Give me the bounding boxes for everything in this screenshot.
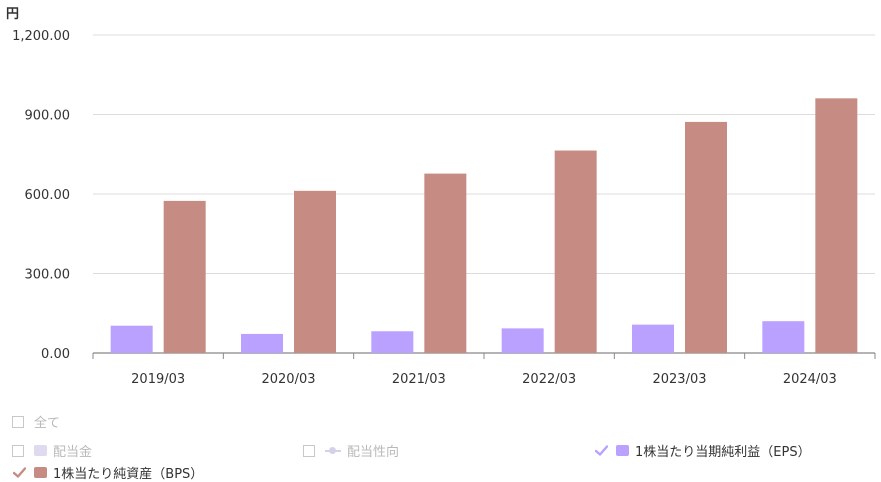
eps-bar[interactable] <box>371 331 414 353</box>
legend-all-toggle[interactable]: 全て <box>12 412 60 431</box>
eps-bar[interactable] <box>632 324 674 353</box>
y-tick-label: 300.00 <box>25 268 71 283</box>
x-tick-label: 2024/03 <box>783 372 837 387</box>
x-tick-label: 2023/03 <box>652 372 706 387</box>
bps-bar[interactable] <box>815 98 858 354</box>
eps-label: 1株当たり当期純利益（EPS） <box>635 445 811 460</box>
bps-bar[interactable] <box>424 173 467 353</box>
y-tick-label: 0.00 <box>41 347 70 362</box>
payout-ratio-label: 配当性向 <box>347 445 400 460</box>
x-tick-label: 2022/03 <box>522 372 576 387</box>
x-tick-label: 2020/03 <box>261 372 315 387</box>
y-tick-label: 900.00 <box>25 109 71 124</box>
eps-bar[interactable] <box>241 333 283 353</box>
bps-bar[interactable] <box>294 190 336 353</box>
y-tick-label: 600.00 <box>25 188 71 203</box>
all-checkbox[interactable] <box>12 415 24 428</box>
x-tick-label: 2019/03 <box>131 372 185 387</box>
bps-label: 1株当たり純資産（BPS） <box>53 467 204 482</box>
dividend-swatch <box>34 445 47 456</box>
legend-item-dividend[interactable]: 配当金 <box>12 441 92 460</box>
all-label: 全て <box>34 416 61 431</box>
dividend-checkbox[interactable] <box>12 444 24 457</box>
bar-chart: 円 0.00 300.00 600.00 900.00 1,200.00 2019/03… <box>6 7 876 387</box>
payout-ratio-swatch <box>325 445 341 456</box>
check-icon[interactable] <box>12 467 26 478</box>
check-icon[interactable] <box>594 445 608 456</box>
eps-bar[interactable] <box>501 328 544 353</box>
legend-item-bps[interactable]: 1株当たり純資産（BPS） <box>12 463 203 482</box>
eps-bar[interactable] <box>762 321 805 353</box>
legend-item-eps[interactable]: 1株当たり当期純利益（EPS） <box>594 441 811 460</box>
dividend-label: 配当金 <box>53 445 93 460</box>
x-tick-label: 2021/03 <box>392 372 446 387</box>
payout-ratio-checkbox[interactable] <box>303 444 315 457</box>
eps-swatch <box>616 445 629 456</box>
y-axis-unit-label: 円 <box>6 7 19 22</box>
y-tick-label: 1,200.00 <box>12 29 70 44</box>
bps-bar[interactable] <box>554 150 597 353</box>
bps-bar[interactable] <box>163 200 206 353</box>
eps-bar[interactable] <box>110 325 153 353</box>
legend-item-payout-ratio[interactable]: 配当性向 <box>303 441 399 460</box>
bps-bar[interactable] <box>685 121 727 353</box>
bps-swatch <box>34 467 47 478</box>
